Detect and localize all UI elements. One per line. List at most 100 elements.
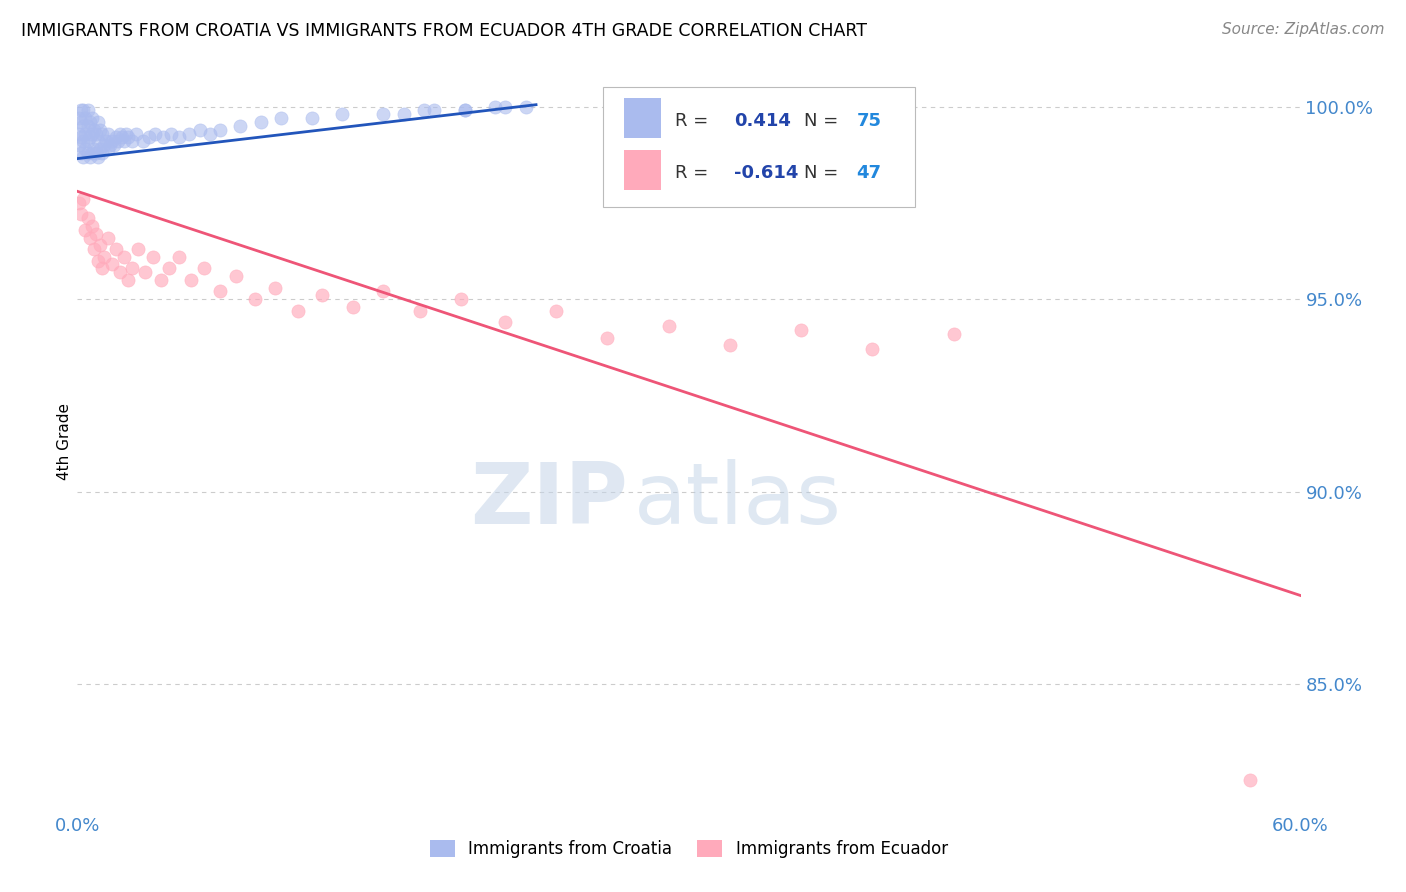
- Point: [108, 127, 131, 141]
- Point: [70, 130, 93, 145]
- Point: [180, 273, 202, 287]
- Point: [127, 242, 149, 256]
- Point: [862, 342, 884, 356]
- Point: [188, 122, 211, 136]
- Legend: Immigrants from Croatia, Immigrants from Ecuador: Immigrants from Croatia, Immigrants from…: [423, 833, 955, 864]
- Point: [718, 338, 741, 352]
- Point: [311, 288, 333, 302]
- Text: N =: N =: [804, 164, 844, 182]
- Point: [169, 250, 191, 264]
- Point: [76, 103, 98, 118]
- Point: [70, 207, 93, 221]
- Point: [450, 292, 472, 306]
- Point: [658, 319, 681, 334]
- Point: [198, 127, 221, 141]
- Point: [392, 107, 415, 121]
- Point: [495, 100, 517, 114]
- Point: [101, 134, 124, 148]
- Point: [83, 142, 105, 156]
- Point: [264, 280, 287, 294]
- Y-axis label: 4th Grade: 4th Grade: [56, 403, 72, 480]
- Point: [111, 130, 134, 145]
- Point: [117, 273, 139, 287]
- Point: [270, 111, 292, 125]
- Text: N =: N =: [804, 112, 844, 130]
- Text: 0.414: 0.414: [734, 112, 792, 130]
- Point: [80, 219, 103, 233]
- Text: -0.614: -0.614: [734, 164, 799, 182]
- Text: IMMIGRANTS FROM CROATIA VS IMMIGRANTS FROM ECUADOR 4TH GRADE CORRELATION CHART: IMMIGRANTS FROM CROATIA VS IMMIGRANTS FR…: [21, 22, 868, 40]
- Point: [76, 134, 98, 148]
- Point: [546, 303, 568, 318]
- Point: [79, 130, 101, 145]
- Point: [157, 261, 180, 276]
- Point: [142, 250, 165, 264]
- Text: R =: R =: [675, 112, 714, 130]
- Point: [250, 115, 273, 129]
- Point: [1239, 773, 1261, 788]
- Point: [90, 127, 112, 141]
- Point: [208, 285, 231, 299]
- Point: [121, 261, 143, 276]
- Point: [942, 326, 965, 341]
- Point: [79, 115, 101, 129]
- Point: [72, 119, 94, 133]
- Point: [72, 192, 94, 206]
- Bar: [624, 150, 661, 190]
- Point: [76, 119, 98, 133]
- Point: [72, 103, 94, 118]
- Point: [87, 115, 110, 129]
- Point: [101, 257, 124, 271]
- Point: [225, 268, 247, 283]
- Point: [243, 292, 266, 306]
- Point: [179, 127, 201, 141]
- Point: [131, 134, 153, 148]
- Point: [138, 130, 160, 145]
- Point: [84, 127, 107, 141]
- Point: [596, 330, 619, 344]
- Point: [90, 261, 112, 276]
- Point: [75, 223, 97, 237]
- Point: [790, 323, 813, 337]
- Point: [287, 303, 309, 318]
- Point: [84, 227, 107, 241]
- Point: [107, 134, 129, 148]
- Point: [97, 230, 120, 244]
- Point: [89, 122, 111, 136]
- Point: [413, 103, 436, 118]
- Point: [371, 107, 394, 121]
- Point: [112, 134, 135, 148]
- Point: [87, 134, 110, 148]
- Point: [87, 150, 110, 164]
- Point: [72, 150, 94, 164]
- Point: [72, 134, 94, 148]
- Point: [87, 253, 110, 268]
- Point: [332, 107, 354, 121]
- Point: [98, 138, 121, 153]
- Point: [67, 138, 90, 153]
- Point: [83, 242, 105, 256]
- Point: [160, 127, 183, 141]
- Point: [97, 127, 120, 141]
- Point: [67, 127, 90, 141]
- Point: [193, 261, 215, 276]
- Text: 75: 75: [856, 112, 882, 130]
- Point: [453, 103, 475, 118]
- Point: [108, 265, 131, 279]
- Point: [484, 100, 506, 114]
- Point: [79, 230, 101, 244]
- Point: [423, 103, 446, 118]
- Point: [84, 145, 107, 160]
- Point: [76, 145, 98, 160]
- Point: [453, 103, 475, 118]
- Point: [495, 315, 517, 329]
- Point: [80, 145, 103, 160]
- Point: [89, 238, 111, 252]
- Point: [75, 127, 97, 141]
- Point: [93, 138, 115, 153]
- Point: [515, 100, 537, 114]
- Point: [67, 111, 90, 125]
- Point: [80, 127, 103, 141]
- Point: [105, 130, 128, 145]
- Point: [89, 142, 111, 156]
